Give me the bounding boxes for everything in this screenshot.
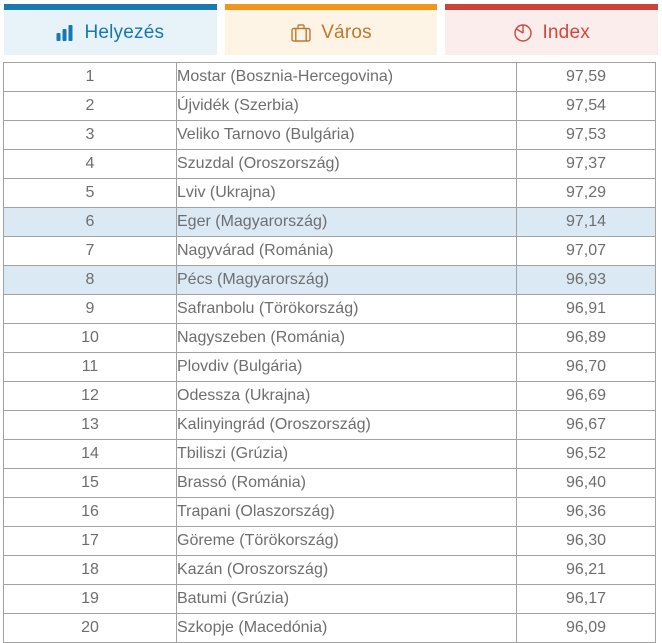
index-cell: 96,93 bbox=[516, 265, 656, 295]
table-row: 18 Kazán (Oroszország) 96,21 bbox=[3, 555, 656, 585]
rank-cell: 12 bbox=[3, 381, 177, 411]
table-row: 6 Eger (Magyarország) 97,14 bbox=[3, 207, 656, 237]
table-row: 11 Plovdiv (Bulgária) 96,70 bbox=[3, 352, 656, 382]
city-cell: Plovdiv (Bulgária) bbox=[176, 352, 517, 382]
city-cell: Mostar (Bosznia-Hercegovina) bbox=[176, 62, 517, 92]
ranking-table: 1 Mostar (Bosznia-Hercegovina) 97,59 2 Ú… bbox=[3, 62, 656, 643]
city-cell: Kazán (Oroszország) bbox=[176, 555, 517, 585]
index-cell: 97,07 bbox=[516, 236, 656, 266]
column-header-tabs: Helyezés Város Index bbox=[0, 0, 662, 55]
index-cell: 97,59 bbox=[516, 62, 656, 92]
city-cell: Nagyvárad (Románia) bbox=[176, 236, 517, 266]
city-cell: Szkopje (Macedónia) bbox=[176, 613, 517, 643]
table-row: 19 Batumi (Grúzia) 96,17 bbox=[3, 584, 656, 614]
city-cell: Batumi (Grúzia) bbox=[176, 584, 517, 614]
table-row: 10 Nagyszeben (Románia) 96,89 bbox=[3, 323, 656, 353]
rank-cell: 5 bbox=[3, 178, 177, 208]
city-cell: Veliko Tarnovo (Bulgária) bbox=[176, 120, 517, 150]
table-row: 17 Göreme (Törökország) 96,30 bbox=[3, 526, 656, 556]
pie-chart-icon bbox=[513, 23, 533, 43]
index-cell: 96,67 bbox=[516, 410, 656, 440]
table-row: 8 Pécs (Magyarország) 96,93 bbox=[3, 265, 656, 295]
rank-cell: 10 bbox=[3, 323, 177, 353]
rank-cell: 13 bbox=[3, 410, 177, 440]
table-row: 4 Szuzdal (Oroszország) 97,37 bbox=[3, 149, 656, 179]
table-row: 12 Odessza (Ukrajna) 96,69 bbox=[3, 381, 656, 411]
table-row: 14 Tbiliszi (Grúzia) 96,52 bbox=[3, 439, 656, 469]
city-cell: Tbiliszi (Grúzia) bbox=[176, 439, 517, 469]
index-cell: 97,54 bbox=[516, 91, 656, 121]
table-row: 2 Újvidék (Szerbia) 97,54 bbox=[3, 91, 656, 121]
index-cell: 96,36 bbox=[516, 497, 656, 527]
rank-cell: 9 bbox=[3, 294, 177, 324]
index-cell: 96,30 bbox=[516, 526, 656, 556]
tab-helyezes[interactable]: Helyezés bbox=[4, 4, 217, 55]
table-row: 3 Veliko Tarnovo (Bulgária) 97,53 bbox=[3, 120, 656, 150]
index-cell: 96,70 bbox=[516, 352, 656, 382]
tab-index-label: Index bbox=[542, 21, 590, 43]
city-cell: Göreme (Törökország) bbox=[176, 526, 517, 556]
tab-index[interactable]: Index bbox=[445, 4, 659, 55]
table-row: 1 Mostar (Bosznia-Hercegovina) 97,59 bbox=[3, 62, 656, 92]
rank-cell: 11 bbox=[3, 352, 177, 382]
rank-cell: 4 bbox=[3, 149, 177, 179]
city-cell: Brassó (Románia) bbox=[176, 468, 517, 498]
index-cell: 96,91 bbox=[516, 294, 656, 324]
table-row: 16 Trapani (Olaszország) 96,36 bbox=[3, 497, 656, 527]
rank-cell: 18 bbox=[3, 555, 177, 585]
index-cell: 97,14 bbox=[516, 207, 656, 237]
table-row: 9 Safranbolu (Törökország) 96,91 bbox=[3, 294, 656, 324]
city-cell: Szuzdal (Oroszország) bbox=[176, 149, 517, 179]
city-cell: Lviv (Ukrajna) bbox=[176, 178, 517, 208]
table-row: 15 Brassó (Románia) 96,40 bbox=[3, 468, 656, 498]
rank-cell: 2 bbox=[3, 91, 177, 121]
city-cell: Safranbolu (Törökország) bbox=[176, 294, 517, 324]
city-cell: Pécs (Magyarország) bbox=[176, 265, 517, 295]
city-cell: Kalinyingrád (Oroszország) bbox=[176, 410, 517, 440]
table-row: 13 Kalinyingrád (Oroszország) 96,67 bbox=[3, 410, 656, 440]
index-cell: 96,52 bbox=[516, 439, 656, 469]
index-cell: 96,89 bbox=[516, 323, 656, 353]
briefcase-icon bbox=[290, 23, 312, 43]
index-cell: 96,40 bbox=[516, 468, 656, 498]
rank-cell: 20 bbox=[3, 613, 177, 643]
rank-cell: 3 bbox=[3, 120, 177, 150]
rank-cell: 19 bbox=[3, 584, 177, 614]
rank-cell: 7 bbox=[3, 236, 177, 266]
table-row: 7 Nagyvárad (Románia) 97,07 bbox=[3, 236, 656, 266]
tab-varos[interactable]: Város bbox=[224, 4, 438, 55]
rank-cell: 15 bbox=[3, 468, 177, 498]
city-cell: Eger (Magyarország) bbox=[176, 207, 517, 237]
table-row: 20 Szkopje (Macedónia) 96,09 bbox=[3, 613, 656, 643]
city-cell: Nagyszeben (Románia) bbox=[176, 323, 517, 353]
table-body: 1 Mostar (Bosznia-Hercegovina) 97,59 2 Ú… bbox=[3, 62, 656, 643]
tab-helyezes-label: Helyezés bbox=[84, 21, 165, 43]
index-cell: 96,09 bbox=[516, 613, 656, 643]
index-cell: 97,53 bbox=[516, 120, 656, 150]
index-cell: 96,17 bbox=[516, 584, 656, 614]
rank-cell: 17 bbox=[3, 526, 177, 556]
index-cell: 97,29 bbox=[516, 178, 656, 208]
index-cell: 96,21 bbox=[516, 555, 656, 585]
bar-chart-icon bbox=[56, 24, 75, 42]
city-cell: Újvidék (Szerbia) bbox=[176, 91, 517, 121]
rank-cell: 1 bbox=[3, 62, 177, 92]
rank-cell: 8 bbox=[3, 265, 177, 295]
city-cell: Odessza (Ukrajna) bbox=[176, 381, 517, 411]
table-row: 5 Lviv (Ukrajna) 97,29 bbox=[3, 178, 656, 208]
index-cell: 97,37 bbox=[516, 149, 656, 179]
rank-cell: 16 bbox=[3, 497, 177, 527]
index-cell: 96,69 bbox=[516, 381, 656, 411]
city-cell: Trapani (Olaszország) bbox=[176, 497, 517, 527]
tab-varos-label: Város bbox=[321, 21, 372, 43]
rank-cell: 14 bbox=[3, 439, 177, 469]
rank-cell: 6 bbox=[3, 207, 177, 237]
